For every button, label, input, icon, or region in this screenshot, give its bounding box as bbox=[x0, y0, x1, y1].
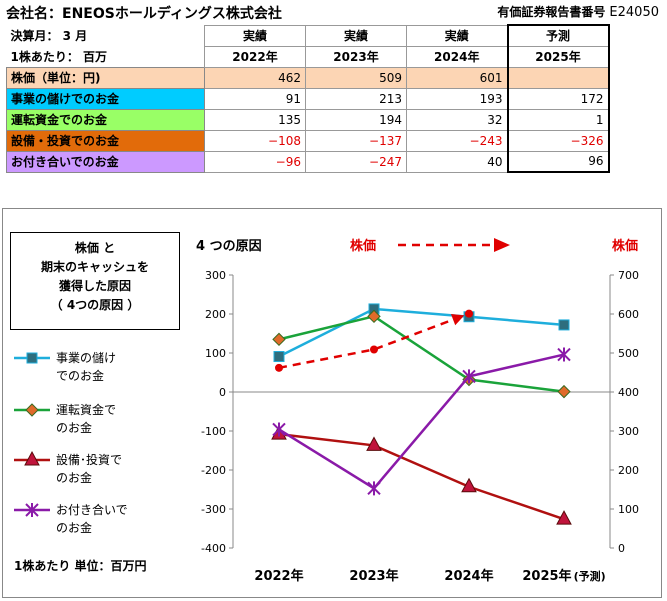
y-tick-label-left: -400 bbox=[201, 542, 226, 555]
table-cell bbox=[506, 66, 610, 89]
x-tick-label: 2022年 bbox=[254, 568, 303, 584]
x-tick-label: 2025年 (予測) bbox=[522, 568, 605, 584]
series-line bbox=[278, 353, 565, 490]
legend-label: のお金 bbox=[56, 520, 92, 535]
data-point bbox=[26, 352, 38, 364]
legend-label: でのお金 bbox=[56, 368, 104, 383]
per-share-unit: 1株あたり： 百万 bbox=[10, 49, 108, 64]
y-tick-label-right: 600 bbox=[618, 308, 639, 321]
data-point bbox=[272, 332, 286, 347]
chart-area bbox=[2, 208, 662, 598]
x-tick-label: 2023年 bbox=[349, 568, 398, 584]
legend-label: 事業の儲け bbox=[56, 351, 116, 365]
y-tick-label-right: 0 bbox=[618, 542, 625, 555]
title-line: 株価 と bbox=[74, 241, 116, 255]
row-label: 株価（単位：円) bbox=[6, 66, 205, 89]
data-point bbox=[370, 345, 378, 354]
data-point bbox=[367, 309, 381, 324]
y-tick-label-right: 200 bbox=[618, 464, 639, 477]
title-line: 獲得した原因 bbox=[58, 279, 131, 293]
data-point bbox=[366, 436, 382, 451]
closing-month: 決算月： 3 月 bbox=[10, 29, 88, 43]
financial-table: 決算月： 3 月 実績 実績 実績 予測 1株あたり： 百万 2022年 202… bbox=[6, 24, 610, 173]
document-number: 有価証券報告書番号 E24050 bbox=[497, 3, 659, 20]
y-tick-label-left: 300 bbox=[205, 269, 226, 282]
table-row: お付き合いでのお金 −96 −247 40 96 bbox=[6, 150, 610, 173]
col-header-year: 2022年 bbox=[204, 45, 306, 68]
data-point bbox=[557, 347, 571, 362]
legend-label: 設備･投資で bbox=[56, 452, 122, 467]
y-tick-label-right: 100 bbox=[618, 503, 639, 516]
table-row: 株価（単位：円) 462 509 601 bbox=[6, 66, 610, 89]
table-cell: −326 bbox=[506, 129, 610, 152]
series-line bbox=[278, 432, 565, 521]
legend-label: のお金 bbox=[56, 420, 92, 435]
unit-note: 1株あたり 単位：百万円 bbox=[14, 559, 147, 573]
table-cell: 96 bbox=[506, 150, 610, 173]
company-name: 会社名：ENEOSホールディングス株式会社 bbox=[6, 6, 282, 22]
header-row-2: 1株あたり： 百万 2022年 2023年 2024年 2025年 bbox=[7, 45, 610, 68]
y-tick-label-right: 700 bbox=[618, 269, 639, 282]
table-cell: 601 bbox=[406, 66, 508, 89]
doc-code: E24050 bbox=[609, 5, 659, 20]
x-tick-label: 2024年 bbox=[444, 568, 493, 584]
price-label: 株価 bbox=[350, 238, 376, 254]
table-cell: 172 bbox=[506, 87, 610, 110]
y-tick-label-left: -200 bbox=[201, 464, 226, 477]
data-point bbox=[557, 384, 571, 399]
title-line: 期末のキャッシュを bbox=[40, 260, 149, 274]
table-cell: 135 bbox=[204, 108, 306, 131]
table-cell: −96 bbox=[204, 150, 306, 173]
chart-title-box: 株価 と 期末のキャッシュを 獲得した原因 （ 4つの原因 ） bbox=[10, 232, 180, 330]
series-line bbox=[278, 314, 565, 393]
legend-label: お付き合いで bbox=[56, 502, 128, 517]
doc-label: 有価証券報告書番号 bbox=[497, 5, 606, 19]
reasons-title: 4 つの原因 bbox=[196, 239, 262, 254]
row-label: お付き合いでのお金 bbox=[6, 150, 205, 173]
legend-label: のお金 bbox=[56, 470, 92, 485]
data-point bbox=[25, 403, 39, 417]
data-point bbox=[558, 319, 570, 331]
table-cell: −247 bbox=[305, 150, 407, 173]
price-axis-label: 株価 bbox=[612, 238, 638, 254]
data-point bbox=[461, 477, 477, 493]
y-tick-label-left: 200 bbox=[205, 308, 226, 321]
table-cell: 40 bbox=[406, 150, 508, 173]
price-arrow-head bbox=[494, 238, 510, 252]
col-header-year: 2024年 bbox=[406, 45, 508, 68]
header-row-1: 決算月： 3 月 実績 実績 実績 予測 bbox=[7, 24, 610, 47]
data-point bbox=[272, 422, 286, 437]
data-point bbox=[25, 503, 39, 517]
col-header-status: 実績 bbox=[204, 24, 306, 47]
row-label: 事業の儲けでのお金 bbox=[6, 87, 205, 110]
data-point bbox=[462, 369, 476, 384]
data-point bbox=[275, 363, 283, 372]
y-tick-label-left: -300 bbox=[201, 503, 226, 516]
y-tick-label-right: 500 bbox=[618, 347, 639, 360]
data-point bbox=[465, 309, 473, 318]
y-tick-label-right: 400 bbox=[618, 386, 639, 399]
y-tick-label-left: -100 bbox=[201, 425, 226, 438]
data-point bbox=[556, 510, 572, 525]
data-point bbox=[367, 481, 381, 496]
series-line bbox=[278, 307, 565, 358]
table-cell: 462 bbox=[204, 66, 306, 89]
series-line bbox=[278, 312, 470, 370]
y-tick-label-left: 0 bbox=[219, 386, 226, 399]
table-cell: 509 bbox=[305, 66, 407, 89]
series-arrow-head bbox=[450, 314, 465, 326]
legend-label: 運転資金で bbox=[56, 402, 116, 417]
col-header-year: 2025年 bbox=[506, 45, 610, 68]
table-row: 事業の儲けでのお金 91 213 193 172 bbox=[6, 87, 610, 110]
table-cell: −137 bbox=[305, 129, 407, 152]
title-line: （ 4つの原因 ） bbox=[50, 298, 140, 312]
y-tick-label-left: 100 bbox=[205, 347, 226, 360]
data-point bbox=[273, 351, 285, 363]
data-point bbox=[24, 450, 40, 466]
y-tick-label-right: 300 bbox=[618, 425, 639, 438]
